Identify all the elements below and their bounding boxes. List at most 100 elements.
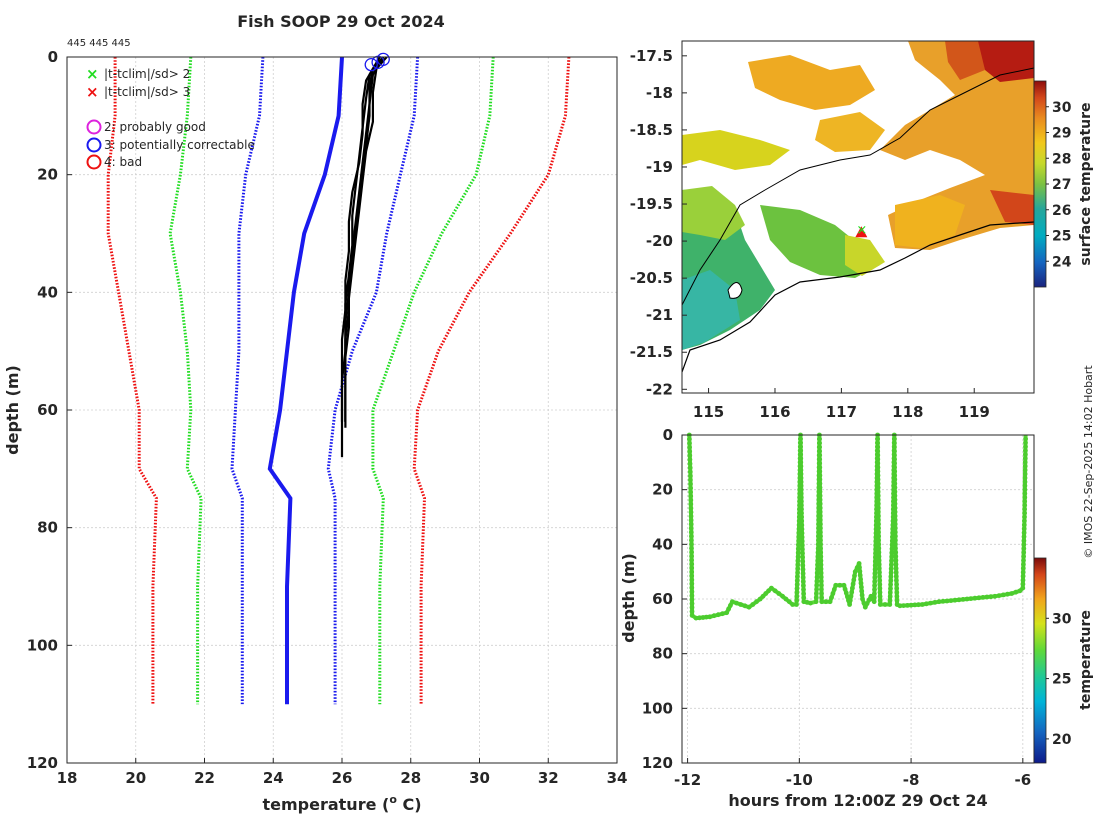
y-tick-label: -17.5 <box>630 47 673 65</box>
track-point <box>889 550 895 556</box>
circle-marker-icon <box>86 154 102 170</box>
track-point <box>892 517 898 523</box>
sst-colorbar-ticks: 24 25 26 27 28 29 30 <box>1046 100 1072 270</box>
track-point <box>818 578 824 584</box>
track-point <box>689 557 694 563</box>
track-point <box>847 598 853 603</box>
time-depth-y-ticks: 0 20 40 60 80 100 120 <box>642 426 687 772</box>
track-point <box>783 596 789 602</box>
track-point <box>875 456 881 462</box>
track-point <box>892 448 897 454</box>
track-point <box>772 588 778 594</box>
track-point <box>893 554 899 559</box>
track-point <box>1022 495 1028 500</box>
track-point <box>876 562 882 567</box>
track-point <box>798 479 804 485</box>
track-point <box>877 578 883 583</box>
track-point <box>849 589 855 595</box>
track-point <box>887 602 893 607</box>
platform-ids: 445 445 445 <box>67 38 131 49</box>
track-point <box>876 545 882 551</box>
x-tick-label: 116 <box>759 403 790 421</box>
track-point <box>800 554 805 560</box>
track-point <box>859 584 864 590</box>
track-point <box>892 525 898 531</box>
track-point <box>689 577 695 583</box>
track-point <box>687 457 693 462</box>
track-point <box>795 562 801 568</box>
track-point <box>798 444 803 450</box>
track-point <box>1009 591 1015 596</box>
track-point <box>790 602 795 607</box>
track-point <box>795 566 801 572</box>
y-tick-label: 100 <box>642 699 673 717</box>
map-x-ticks: 115 116 117 118 119 <box>693 388 990 421</box>
track-point <box>795 558 801 564</box>
track-point <box>875 493 881 499</box>
track-point <box>876 533 881 539</box>
track-point <box>892 444 897 450</box>
circle-marker-icon <box>86 119 102 135</box>
track-point <box>888 566 894 572</box>
track-point <box>876 525 881 531</box>
track-point <box>688 517 694 523</box>
track-point <box>799 542 805 548</box>
track-point <box>800 567 806 572</box>
track-point <box>1021 554 1026 559</box>
map-y-ticks: -17.5 -18 -18.5 -19 -19.5 -20 -20.5 -21 -21.5 -22 <box>630 47 687 398</box>
track-point <box>842 586 848 592</box>
track-point <box>798 436 803 442</box>
track-point <box>801 583 806 588</box>
track-point <box>798 440 803 446</box>
track-point <box>799 499 804 504</box>
track-point <box>814 574 820 580</box>
x-tick-label: 22 <box>194 769 215 787</box>
track-point <box>817 485 823 490</box>
track-point <box>819 599 825 605</box>
track-point <box>1013 589 1019 595</box>
legend-label: 3: potentially correctable <box>104 138 255 152</box>
track-point <box>893 570 899 575</box>
track-point <box>818 521 823 527</box>
track-point <box>860 596 865 602</box>
track-point <box>893 537 898 543</box>
track-point <box>859 588 865 594</box>
track-point <box>873 554 878 560</box>
track-point <box>1020 581 1026 587</box>
colorbar-tick-label: 28 <box>1052 151 1071 167</box>
track-point <box>1022 502 1028 508</box>
track-point <box>892 456 897 462</box>
track-point <box>893 545 898 551</box>
track-point <box>687 453 693 458</box>
track-point <box>988 594 994 600</box>
sst-patch-orange <box>748 55 875 110</box>
track-point <box>687 465 693 471</box>
colorbar-tick-label: 25 <box>1052 229 1071 245</box>
track-point <box>801 595 807 601</box>
track-point <box>875 485 881 490</box>
track-point <box>794 578 800 583</box>
track-point <box>1022 456 1028 461</box>
y-tick-label: -20.5 <box>630 269 673 287</box>
y-tick-label: -18.5 <box>630 121 673 139</box>
track-point <box>875 505 881 511</box>
track-point <box>746 604 752 610</box>
track-point <box>875 436 880 442</box>
track-point <box>818 554 824 559</box>
sst-patch-lightgreen <box>682 186 745 240</box>
track-point <box>852 569 858 575</box>
colorbar-tick-label: 29 <box>1052 126 1071 142</box>
track-point <box>799 522 805 528</box>
x-tick-label: 119 <box>959 403 990 421</box>
track-point <box>688 489 693 495</box>
track-point <box>1022 506 1027 512</box>
track-point <box>798 459 804 465</box>
track-point <box>887 590 893 595</box>
credit-text: © IMOS 22-Sep-2025 14:02 Hobart <box>1082 365 1095 559</box>
track-point <box>795 554 801 560</box>
sst-colorbar-label: surface temperature <box>1078 102 1094 265</box>
track-point <box>818 558 824 564</box>
track-point <box>892 436 897 442</box>
track-point <box>780 593 785 599</box>
track-point <box>893 566 899 571</box>
